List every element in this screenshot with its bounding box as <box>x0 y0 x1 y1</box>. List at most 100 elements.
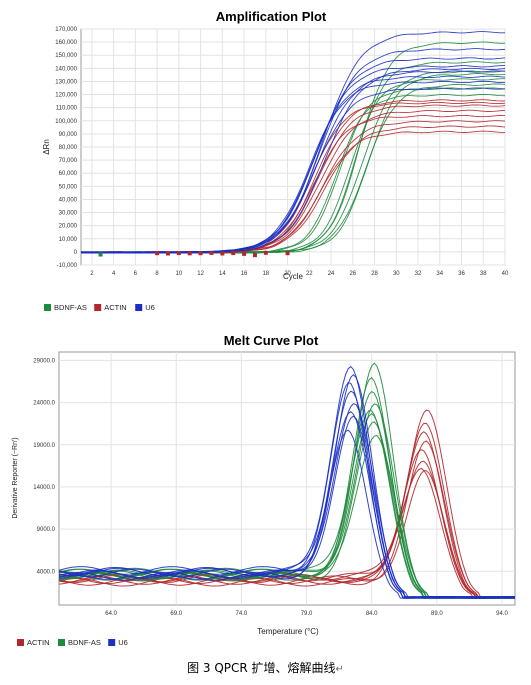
amp-x-tick-label: 16 <box>241 271 248 277</box>
amplification-plot: Amplification Plot 2 4 6 8 10 12 14 16 18 20 22 24 2… <box>42 9 509 312</box>
amp-x-tick-label: 28 <box>371 271 378 277</box>
amp-grid <box>81 28 506 266</box>
amp-x-tick-label: 32 <box>415 271 422 277</box>
amp-threshold-marker-actin <box>220 251 225 256</box>
amp-y-ticks: -10,000 0 10,000 20,000 30,000 40,000 50,000 60… <box>55 27 77 269</box>
legend-label-actin: ACTIN <box>104 303 127 312</box>
amp-y-tick-label: 160,000 <box>55 40 77 46</box>
melt-y-tick-label: 4000.0 <box>37 569 56 575</box>
amp-markers <box>98 250 290 258</box>
amp-x-tick-label: 18 <box>262 271 269 277</box>
melt-y-tick-label: 19000.0 <box>33 443 55 449</box>
legend-swatch-actin <box>94 304 102 311</box>
melt-legend: ACTIN BDNF-AS U6 <box>17 638 128 647</box>
amp-threshold-marker-actin <box>209 250 214 255</box>
amp-x-axis-label: Cycle <box>283 272 304 281</box>
amp-threshold-marker-actin <box>263 250 268 255</box>
figure-caption-text: 图 3 QPCR 扩增、熔解曲线 <box>187 661 336 675</box>
melt-y-tick-label: 29000.0 <box>33 358 55 364</box>
amp-y-tick-label: 70,000 <box>59 158 78 164</box>
amp-x-tick-label: 14 <box>219 271 226 277</box>
legend-swatch-bdnf-as <box>44 304 51 311</box>
amp-y-tick-label: 100,000 <box>55 119 77 125</box>
legend-label-bdnf-as: BDNF-AS <box>54 303 87 312</box>
melt-y-tick-label: 9000.0 <box>37 527 56 533</box>
melt-curve-actin <box>58 470 515 599</box>
amp-y-tick-label: 130,000 <box>55 79 77 85</box>
melt-y-ticks: 4000.0 9000.0 14000.0 19000.0 24000.0 29000.0 <box>33 358 55 575</box>
amp-y-tick-label: 170,000 <box>55 27 77 33</box>
amp-x-tick-label: 4 <box>112 271 116 277</box>
amp-x-tick-label: 22 <box>306 271 313 277</box>
amp-y-tick-label: 10,000 <box>59 237 78 243</box>
amp-threshold-marker-actin <box>252 253 257 258</box>
amp-x-tick-label: 24 <box>328 271 335 277</box>
amp-y-tick-label: 20,000 <box>59 224 78 230</box>
melt-y-tick-label: 24000.0 <box>33 401 55 407</box>
amp-curve-u6 <box>80 67 506 254</box>
amp-threshold-marker-actin <box>187 251 192 256</box>
amp-y-tick-label: 40,000 <box>59 197 78 203</box>
amp-curves <box>80 31 506 254</box>
amp-x-tick-label: 10 <box>176 271 183 277</box>
figure-caption: 图 3 QPCR 扩增、熔解曲线↵ <box>0 659 531 676</box>
amp-x-tick-label: 34 <box>436 271 443 277</box>
melt-x-tick-label: 64.0 <box>105 611 117 617</box>
amp-legend: BDNF-AS ACTIN U6 <box>44 303 155 312</box>
melt-curve-u6 <box>58 411 516 599</box>
melt-x-tick-label: 84.0 <box>366 611 378 617</box>
amp-threshold-marker-actin <box>198 251 203 256</box>
amp-x-tick-label: 30 <box>393 271 400 277</box>
melt-grid <box>59 352 515 605</box>
melt-y-axis-label: Derivative Reporter (−Rn') <box>12 437 19 518</box>
amp-y-tick-label: 140,000 <box>55 66 77 72</box>
melt-curve-plot: Melt Curve Plot 64.0 69.0 74.0 79.0 84.0 89.0… <box>12 333 516 647</box>
melt-title: Melt Curve Plot <box>224 333 319 348</box>
amp-y-tick-label: 150,000 <box>55 53 77 59</box>
melt-x-ticks: 64.0 69.0 74.0 79.0 84.0 89.0 94.0 <box>105 611 508 617</box>
amp-y-tick-label: 60,000 <box>59 171 78 177</box>
amp-y-tick-label: 0 <box>74 250 78 256</box>
amp-x-tick-label: 20 <box>284 271 291 277</box>
amp-y-tick-label: -10,000 <box>57 263 78 269</box>
melt-x-tick-label: 69.0 <box>170 611 182 617</box>
amp-x-tick-label: 2 <box>90 271 94 277</box>
amp-x-ticks: 2 4 6 8 10 12 14 16 18 20 22 24 26 28 30 32 34 36 38 40 <box>90 271 509 277</box>
amp-y-tick-label: 90,000 <box>59 132 78 138</box>
melt-x-tick-label: 89.0 <box>431 611 443 617</box>
melt-x-axis-label: Temperature (°C) <box>257 627 319 636</box>
amp-curve-u6 <box>81 80 505 254</box>
legend-swatch-bdnf-as <box>58 639 65 646</box>
melt-curves <box>58 362 516 599</box>
amp-threshold-marker-actin <box>242 251 247 256</box>
amp-curve-u6 <box>80 75 506 254</box>
legend-swatch-actin <box>17 639 24 646</box>
amp-x-tick-label: 36 <box>458 271 465 277</box>
amp-title: Amplification Plot <box>216 9 327 24</box>
melt-x-tick-label: 94.0 <box>496 611 508 617</box>
amp-y-tick-label: 30,000 <box>59 211 78 217</box>
amp-y-axis-label: ΔRn <box>42 139 51 155</box>
amp-x-tick-label: 8 <box>155 271 159 277</box>
amp-y-tick-label: 120,000 <box>55 93 77 99</box>
melt-curve-u6 <box>58 429 515 599</box>
amp-threshold-marker-actin <box>176 251 181 256</box>
amp-x-tick-label: 38 <box>480 271 487 277</box>
legend-swatch-u6 <box>108 639 116 646</box>
amp-y-tick-label: 110,000 <box>56 106 78 112</box>
amp-y-tick-label: 50,000 <box>59 184 78 190</box>
melt-x-tick-label: 74.0 <box>236 611 248 617</box>
melt-x-tick-label: 79.0 <box>301 611 313 617</box>
caption-end-mark: ↵ <box>335 664 344 675</box>
legend-label-u6: U6 <box>118 638 128 647</box>
melt-y-tick-label: 14000.0 <box>33 485 55 491</box>
amp-threshold-marker-actin <box>155 251 160 256</box>
amp-threshold-marker-actin <box>165 251 170 256</box>
amp-threshold-marker-bdnf-as <box>98 252 103 257</box>
amp-x-tick-label: 6 <box>134 271 138 277</box>
amp-y-tick-label: 80,000 <box>59 145 78 151</box>
melt-plot-area <box>58 351 516 606</box>
legend-label-bdnf-as: BDNF-AS <box>68 638 101 647</box>
legend-label-u6: U6 <box>145 303 155 312</box>
